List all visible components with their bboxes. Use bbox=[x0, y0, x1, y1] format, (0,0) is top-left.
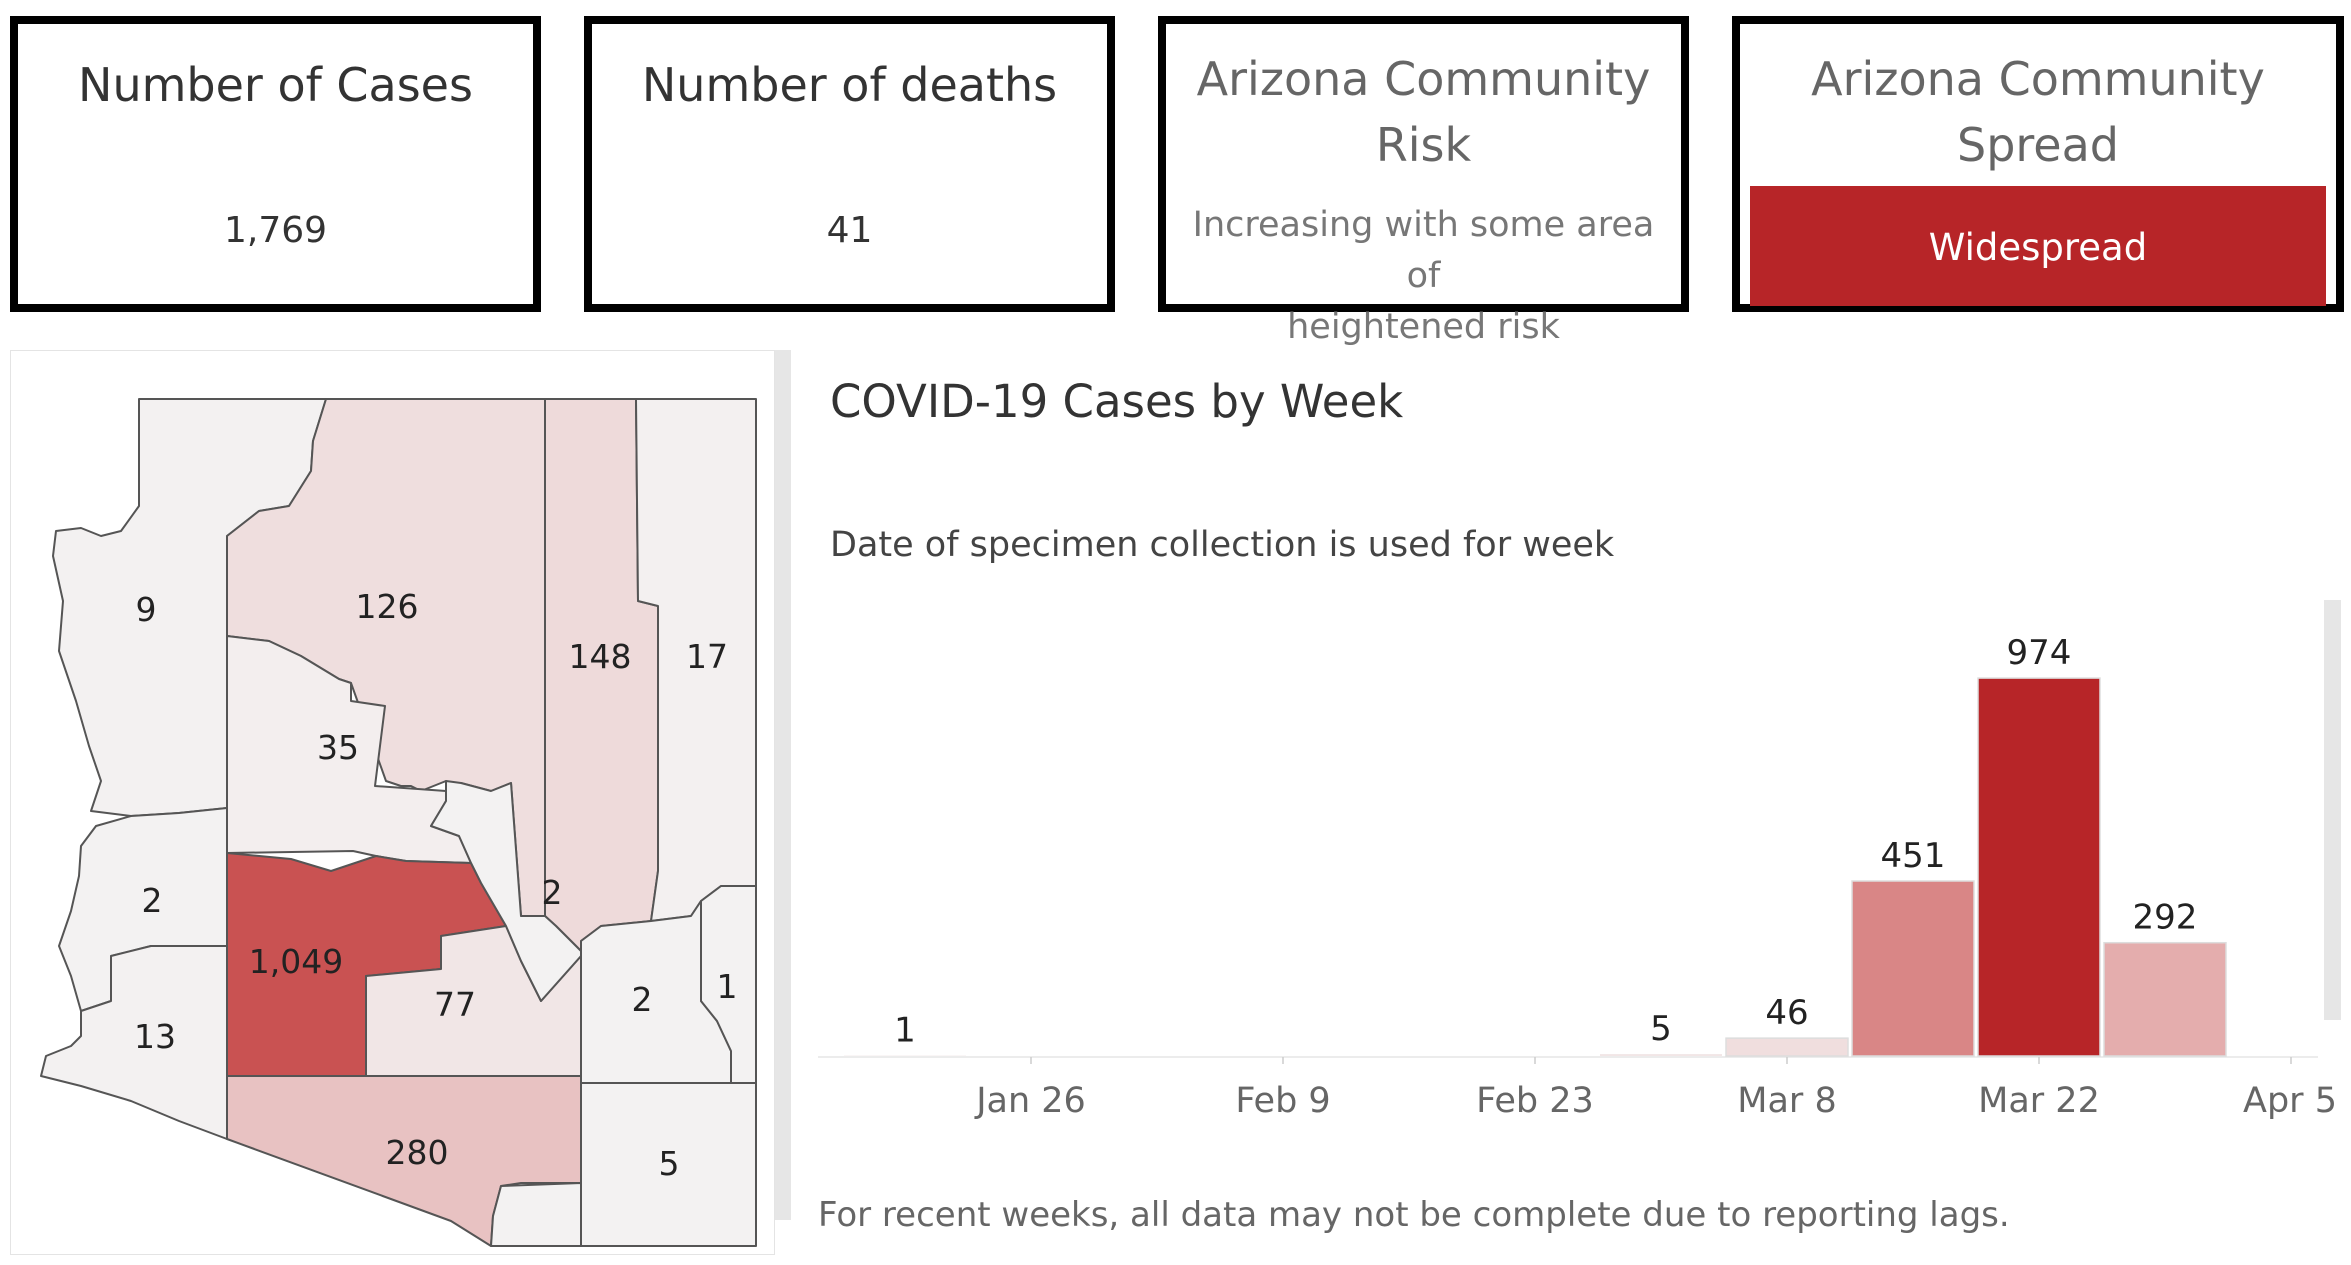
cases-card: Number of Cases 1,769 bbox=[10, 16, 541, 312]
label-navajo: 148 bbox=[569, 637, 632, 676]
label-graham: 2 bbox=[632, 980, 653, 1019]
arizona-county-map: 9 126 148 17 35 2 1,049 2 77 2 1 13 280 … bbox=[40, 398, 757, 1247]
bar-mar-1[interactable] bbox=[1600, 1054, 1722, 1056]
label-greenlee: 1 bbox=[717, 967, 738, 1006]
deaths-title: Number of deaths bbox=[641, 58, 1058, 112]
label-gila: 2 bbox=[542, 873, 563, 912]
bar-value-label-mar-15: 451 bbox=[1881, 836, 1946, 876]
chart-subtitle: Date of specimen collection is used for … bbox=[830, 525, 1615, 565]
bar-mar-15[interactable] bbox=[1851, 880, 1975, 1057]
deaths-card: Number of deaths 41 bbox=[584, 16, 1115, 312]
spread-card: Arizona Community Spread Widespread bbox=[1732, 16, 2344, 312]
x-tick-label: Jan 26 bbox=[974, 1081, 1086, 1121]
bar-value-label-mar-8: 46 bbox=[1765, 993, 1808, 1033]
chart-footnote: For recent weeks, all data may not be co… bbox=[818, 1195, 2010, 1235]
deaths-value: 41 bbox=[826, 210, 873, 251]
label-yuma: 13 bbox=[134, 1017, 176, 1056]
county-santa-cruz[interactable] bbox=[490, 1182, 582, 1247]
label-mohave: 9 bbox=[136, 590, 157, 629]
spread-title-line2: Spread bbox=[1957, 118, 2119, 172]
label-yavapai: 35 bbox=[317, 728, 359, 767]
label-cochise: 5 bbox=[659, 1144, 680, 1183]
risk-title-line2: Risk bbox=[1375, 118, 1472, 172]
x-tick-label: Mar 8 bbox=[1737, 1081, 1836, 1121]
risk-subtitle-line1: Increasing with some area of bbox=[1192, 205, 1655, 296]
bar-mar-8[interactable] bbox=[1725, 1037, 1849, 1057]
x-tick-label: Feb 9 bbox=[1235, 1081, 1330, 1121]
x-tick-label: Apr 5 bbox=[2243, 1081, 2337, 1121]
label-coconino: 126 bbox=[356, 587, 419, 626]
cases-value: 1,769 bbox=[223, 210, 328, 251]
risk-title-line1: Arizona Community bbox=[1196, 52, 1651, 106]
x-tick-label: Mar 22 bbox=[1978, 1081, 2100, 1121]
risk-card: Arizona Community Risk Increasing with s… bbox=[1158, 16, 1689, 347]
county-gila[interactable] bbox=[430, 780, 582, 1002]
label-pinal: 77 bbox=[434, 985, 476, 1024]
chart-title: COVID-19 Cases by Week bbox=[830, 375, 1404, 428]
bar-value-label-jan-19: 1 bbox=[894, 1011, 916, 1051]
county-cochise[interactable] bbox=[580, 1082, 757, 1247]
bar-mar-22[interactable] bbox=[1977, 677, 2101, 1057]
risk-subtitle: Increasing with some area of heightened … bbox=[1186, 200, 1661, 353]
spread-status-badge: Widespread bbox=[1750, 186, 2326, 306]
bar-value-label-mar-29: 292 bbox=[2133, 898, 2198, 938]
county-yuma[interactable] bbox=[40, 945, 228, 1140]
label-maricopa: 1,049 bbox=[249, 942, 343, 981]
bar-mar-29[interactable] bbox=[2103, 941, 2227, 1057]
label-apache: 17 bbox=[686, 637, 728, 676]
bar-value-label-mar-22: 974 bbox=[2007, 633, 2072, 673]
x-tick-label: Feb 23 bbox=[1476, 1081, 1594, 1121]
cases-title: Number of Cases bbox=[78, 58, 473, 112]
bar-value-label-mar-1: 5 bbox=[1650, 1009, 1672, 1049]
spread-title-line1: Arizona Community bbox=[1811, 52, 2265, 106]
chart-scrollbar[interactable] bbox=[2324, 600, 2341, 1020]
county-map-panel: 9 126 148 17 35 2 1,049 2 77 2 1 13 280 … bbox=[10, 350, 775, 1255]
label-la-paz: 2 bbox=[142, 881, 163, 920]
label-pima: 280 bbox=[386, 1133, 449, 1172]
map-scrollbar[interactable] bbox=[775, 350, 791, 1220]
risk-subtitle-line2: heightened risk bbox=[1287, 307, 1560, 347]
